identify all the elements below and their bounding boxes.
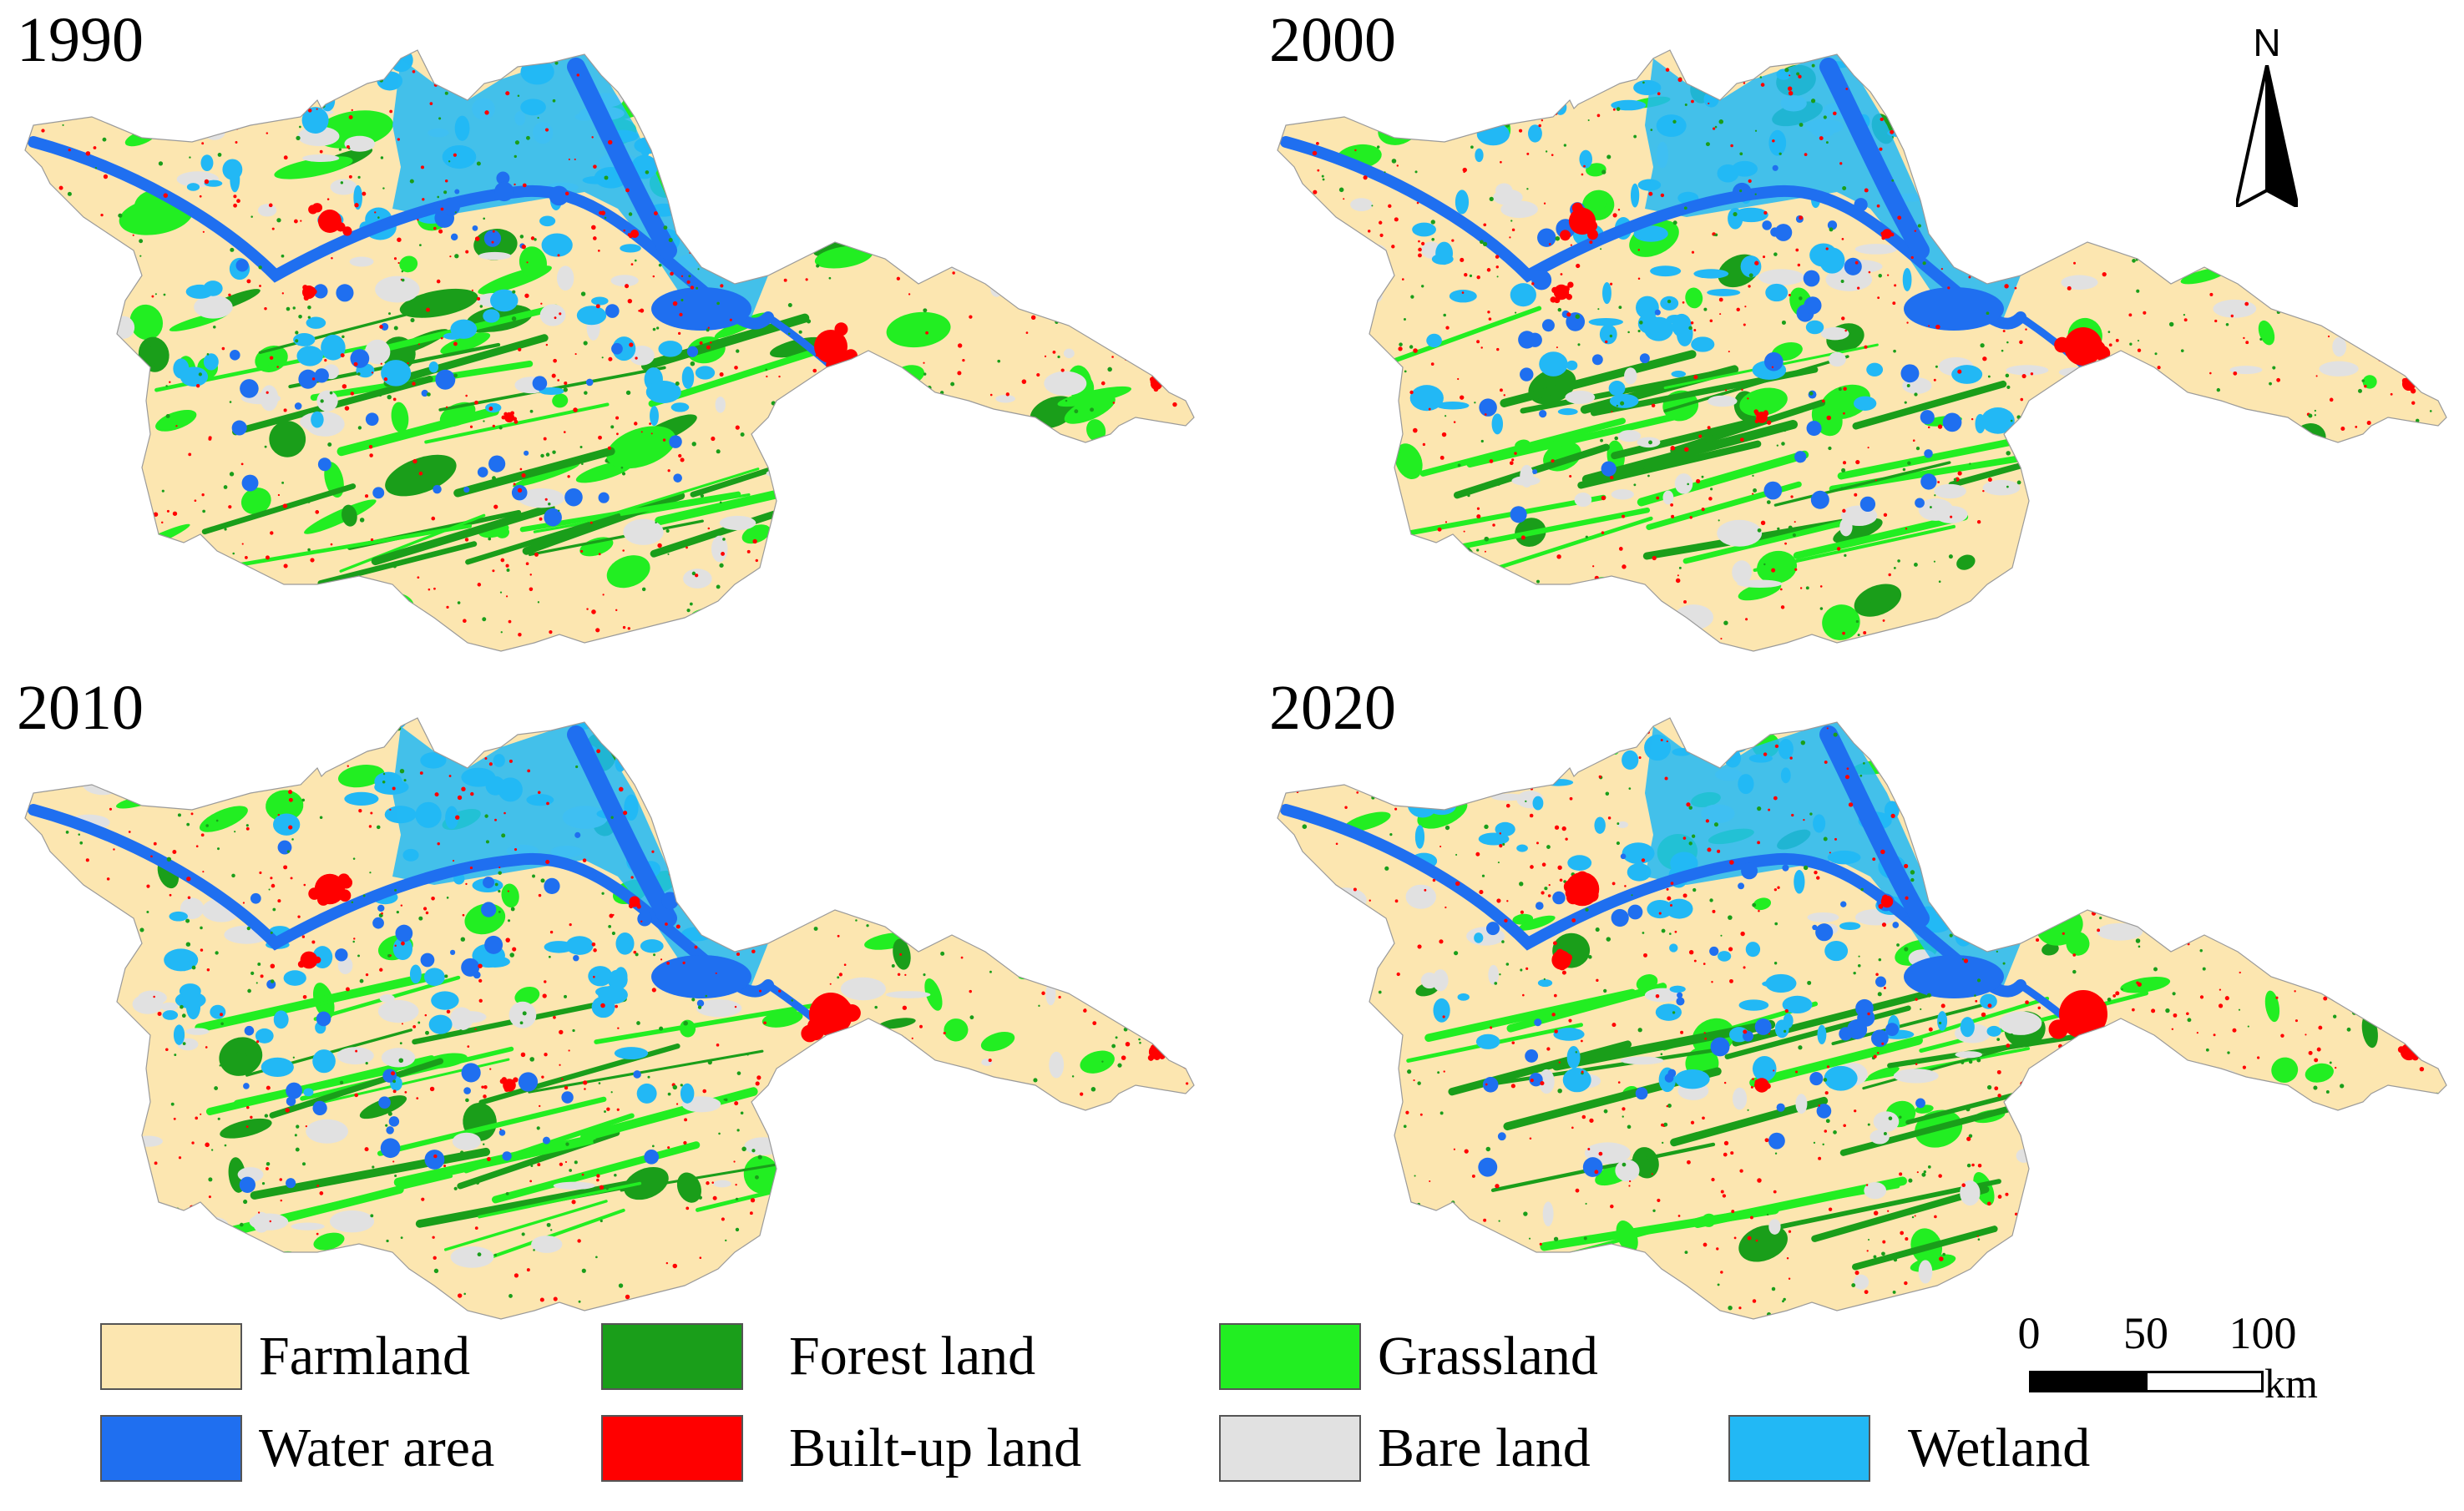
legend-label: Wetland xyxy=(1908,1418,2091,1478)
scale-tick-label: 100 xyxy=(2229,1308,2297,1358)
map-panel-1990: 1990 xyxy=(0,0,1219,659)
land-use-map-2010 xyxy=(24,717,1195,1320)
panel-year-label: 1990 xyxy=(17,5,144,75)
panel-year-label: 2000 xyxy=(1269,5,1396,75)
scale-unit: km xyxy=(2264,1360,2318,1407)
legend-label: Farmland xyxy=(259,1326,470,1387)
legend-item-built-up-land: Built-up land xyxy=(601,1411,1081,1486)
legend-label: Built-up land xyxy=(789,1418,1082,1478)
legend-label: Forest land xyxy=(789,1326,1036,1387)
panel-year-label: 2020 xyxy=(1269,673,1396,743)
scale-segment-black xyxy=(2029,1371,2148,1392)
legend: Farmland Forest land Grassland Water are… xyxy=(100,1319,2090,1503)
legend-swatch xyxy=(1219,1415,1361,1482)
scale-tick-label: 50 xyxy=(2123,1308,2168,1358)
scale-tick-label: 0 xyxy=(2017,1308,2041,1358)
legend-item-grassland: Grassland xyxy=(1219,1319,1598,1394)
legend-label: Bare land xyxy=(1378,1418,1591,1478)
legend-swatch xyxy=(100,1415,242,1482)
map-panel-2000: 2000 xyxy=(1252,0,2464,659)
map-panel-2020: 2020 xyxy=(1252,668,2464,1327)
map-panel-2010: 2010 xyxy=(0,668,1219,1327)
legend-label: Grassland xyxy=(1378,1326,1598,1387)
north-label: N xyxy=(2253,21,2281,64)
legend-swatch xyxy=(601,1415,743,1482)
legend-label: Water area xyxy=(259,1418,495,1478)
land-use-map-2020 xyxy=(1277,717,2447,1320)
land-use-map-2000 xyxy=(1277,49,2447,652)
legend-swatch xyxy=(601,1323,743,1390)
land-use-map-1990 xyxy=(24,49,1195,652)
north-arrow-icon xyxy=(2236,65,2298,207)
scale-bar: 0 50 100 km xyxy=(2004,1311,2355,1411)
scale-segment-white xyxy=(2145,1371,2264,1392)
panel-year-label: 2010 xyxy=(17,673,144,743)
legend-item-water-area: Water area xyxy=(100,1411,494,1486)
north-arrow: N xyxy=(2221,21,2313,207)
legend-item-bare-land: Bare land xyxy=(1219,1411,1591,1486)
legend-swatch xyxy=(100,1323,242,1390)
legend-swatch xyxy=(1219,1323,1361,1390)
legend-item-farmland: Farmland xyxy=(100,1319,470,1394)
legend-item-forest-land: Forest land xyxy=(601,1319,1035,1394)
legend-item-wetland: Wetland xyxy=(1728,1411,2090,1486)
legend-swatch xyxy=(1728,1415,1870,1482)
